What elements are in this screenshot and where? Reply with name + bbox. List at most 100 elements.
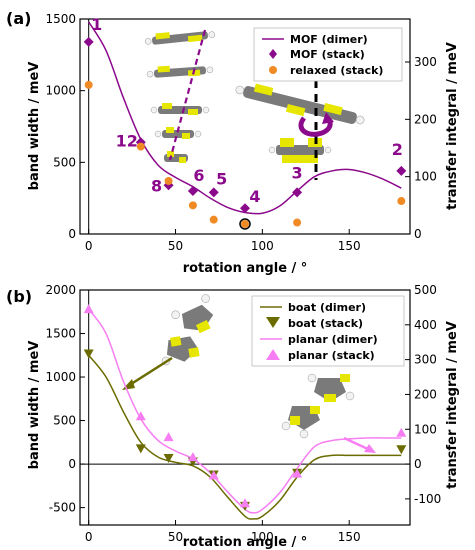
y2-tick-label: 100 bbox=[414, 422, 437, 436]
data-point-triangle-up bbox=[135, 411, 146, 421]
y2-tick-label: -100 bbox=[414, 492, 441, 506]
y-tick-label: 500 bbox=[53, 155, 76, 169]
data-point-circle bbox=[209, 215, 218, 224]
x-tick-label: 100 bbox=[251, 530, 274, 544]
x-tick-label: 0 bbox=[85, 239, 93, 253]
data-point-triangle-up bbox=[83, 304, 94, 314]
y-tick-label: 1000 bbox=[45, 370, 76, 384]
data-point-circle bbox=[84, 80, 93, 89]
data-point-triangle-up bbox=[396, 427, 407, 437]
point-number-label: 8 bbox=[151, 176, 162, 195]
y2-tick-label: 400 bbox=[414, 318, 437, 332]
y-tick-label: 0 bbox=[68, 227, 76, 241]
y2-tick-label: 300 bbox=[414, 55, 437, 69]
data-point-triangle-up bbox=[240, 498, 250, 508]
y2-tick-label: 100 bbox=[414, 170, 437, 184]
panel-a: (a) band width / meV transfer integral /… bbox=[6, 9, 460, 276]
data-point-triangle-up bbox=[208, 470, 219, 480]
x-tick-label: 0 bbox=[85, 530, 93, 544]
data-point-circle bbox=[293, 218, 302, 227]
rotation-dimer-illustration bbox=[235, 80, 365, 180]
legend-marker-planar-stack bbox=[266, 349, 280, 360]
y2-tick-label: 500 bbox=[414, 283, 437, 297]
y-tick-label: 2000 bbox=[45, 283, 76, 297]
panel-a-xlabel: rotation angle / ° bbox=[183, 261, 308, 276]
panel-a-x-ticks: 0 50 100 150 bbox=[85, 229, 361, 253]
y-tick-label: -500 bbox=[49, 501, 76, 515]
legend-label-relaxed-stack: relaxed (stack) bbox=[290, 64, 383, 77]
data-point-triangle-down bbox=[163, 453, 174, 463]
stack-molecules-illustration bbox=[144, 29, 216, 163]
data-point-circle bbox=[136, 142, 145, 151]
y-tick-label: 1000 bbox=[45, 84, 76, 98]
data-point-diamond bbox=[83, 36, 94, 47]
data-point-circle bbox=[241, 219, 249, 228]
data-point-triangle-up bbox=[163, 432, 174, 442]
x-tick-label: 150 bbox=[338, 239, 361, 253]
panel-a-y2-ticks: 0 100 200 300 bbox=[405, 55, 437, 241]
panel-b-label: (b) bbox=[6, 287, 32, 306]
planar-molecule-illustration bbox=[281, 373, 376, 453]
panel-a-plot-frame bbox=[79, 18, 411, 235]
y-tick-label: 1500 bbox=[45, 12, 76, 26]
legend-marker-relaxed-stack bbox=[269, 66, 277, 74]
y2-tick-label: 200 bbox=[414, 112, 437, 126]
data-point-circle bbox=[164, 176, 173, 185]
panel-a-y2label: transfer integral / meV bbox=[445, 42, 460, 210]
y2-tick-label: 0 bbox=[414, 457, 422, 471]
panel-a-legend: MOF (dimer) MOF (stack) relaxed (stack) bbox=[253, 27, 403, 82]
data-point-diamond bbox=[396, 165, 407, 176]
panel-a-ylabel: band width / meV bbox=[27, 62, 42, 191]
panel-a-series: 1 12 8 6 5 4 3 2 bbox=[83, 15, 407, 230]
data-point-circle bbox=[188, 201, 197, 210]
data-point-diamond bbox=[187, 186, 198, 196]
legend-label-planar-dimer: planar (dimer) bbox=[288, 333, 378, 346]
legend-marker-boat-stack bbox=[266, 317, 280, 328]
point-number-label: 4 bbox=[249, 187, 260, 206]
panel-a-legend-box bbox=[253, 27, 403, 82]
y-tick-label: 0 bbox=[68, 457, 76, 471]
data-point-triangle-down bbox=[396, 445, 407, 455]
point-number-label: 3 bbox=[292, 163, 303, 182]
panel-b-legend: boat (dimer) boat (stack) planar (dimer)… bbox=[251, 295, 405, 367]
y-tick-label: 500 bbox=[53, 414, 76, 428]
legend-label-planar-stack: planar (stack) bbox=[288, 349, 375, 362]
highlighted-point-ring bbox=[239, 218, 251, 230]
data-point-circle bbox=[397, 197, 406, 206]
x-tick-label: 100 bbox=[251, 239, 274, 253]
boat-molecule-illustration bbox=[122, 294, 214, 390]
series-line bbox=[88, 308, 402, 514]
point-number-label: 5 bbox=[216, 169, 227, 188]
data-point-triangle-up bbox=[292, 468, 303, 478]
point-number-label: 2 bbox=[392, 140, 403, 159]
panel-b: (b) band width / meV transfer integral /… bbox=[6, 283, 460, 550]
data-point-triangle-down bbox=[83, 349, 94, 359]
y-tick-label: 1500 bbox=[45, 327, 76, 341]
data-point-diamond bbox=[240, 203, 250, 214]
panel-b-series bbox=[83, 304, 407, 520]
point-number-label: 1 bbox=[91, 15, 102, 34]
y2-tick-label: 200 bbox=[414, 387, 437, 401]
legend-label-boat-dimer: boat (dimer) bbox=[288, 301, 366, 314]
legend-label-mof-stack: MOF (stack) bbox=[290, 48, 365, 61]
data-point-triangle-up bbox=[187, 452, 198, 462]
panel-b-ylabel: band width / meV bbox=[27, 341, 42, 470]
panel-a-y-ticks: 0 500 1000 1500 bbox=[45, 12, 85, 241]
y2-tick-label: 0 bbox=[414, 227, 422, 241]
panel-b-y-ticks: -500 0 500 1000 1500 2000 bbox=[45, 283, 85, 515]
y2-tick-label: 300 bbox=[414, 353, 437, 367]
panel-a-label: (a) bbox=[6, 9, 31, 28]
panel-b-plot-frame bbox=[79, 289, 411, 526]
x-tick-label: 50 bbox=[168, 530, 183, 544]
data-point-triangle-down bbox=[135, 444, 146, 454]
legend-label-boat-stack: boat (stack) bbox=[288, 317, 363, 330]
legend-marker-mof-stack bbox=[269, 49, 277, 59]
panel-b-y2-ticks: -100 0 100 200 300 400 500 bbox=[405, 283, 441, 506]
data-point-diamond bbox=[292, 187, 303, 198]
point-number-label: 6 bbox=[193, 166, 204, 185]
series-line bbox=[88, 354, 402, 520]
x-tick-label: 150 bbox=[338, 530, 361, 544]
legend-label-mof-dimer: MOF (dimer) bbox=[290, 33, 368, 46]
panel-b-y2label: transfer integral / meV bbox=[445, 321, 460, 489]
